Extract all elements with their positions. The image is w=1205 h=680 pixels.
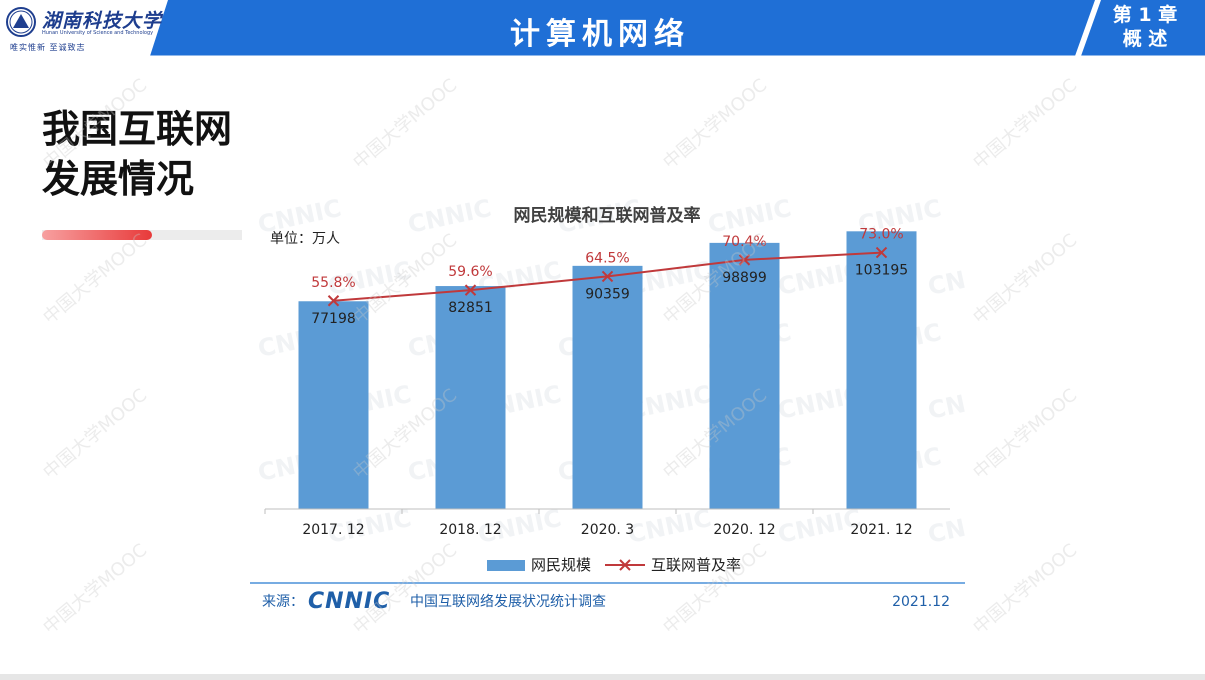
marker-stroke <box>601 270 614 283</box>
bar <box>298 301 369 509</box>
line-value-label: 73.0% <box>859 227 903 243</box>
bar-value-label: 90359 <box>585 286 630 302</box>
chart-watermark-text: CNNIC <box>925 256 965 301</box>
x-tick-label: 2020. 12 <box>713 522 775 538</box>
page-watermark-text: 中国大学MOOC <box>39 229 152 329</box>
cnnic-logo: CNNIC <box>308 589 390 614</box>
bar <box>572 265 643 509</box>
university-english-name: Hunan University of Science and Technolo… <box>42 30 154 36</box>
marker-stroke <box>464 284 477 296</box>
bar-value-label: 77198 <box>311 311 356 327</box>
bar-value-label: 82851 <box>448 300 493 316</box>
x-tick-label: 2018. 12 <box>439 522 501 538</box>
x-tick-label: 2021. 12 <box>850 522 912 538</box>
bar-value-label: 98899 <box>722 270 767 286</box>
x-ticks: 2017. 12 2018. 12 2020. 3 2020. 12 2021. 12 <box>264 509 913 538</box>
page-watermark-text: 中国大学MOOC <box>39 384 152 484</box>
chart-watermark-text: CNNIC <box>405 194 493 239</box>
page-watermark-text: 中国大学MOOC <box>969 539 1082 639</box>
chapter-label: 第 1 章 概 述 <box>1100 3 1190 51</box>
unit-label: 单位：万人 <box>270 231 340 247</box>
chart-watermark-text: CNNIC <box>925 504 965 549</box>
accent-bar <box>42 230 152 240</box>
page-watermark-text: 中国大学MOOC <box>659 74 772 174</box>
bar <box>846 231 917 509</box>
university-seal-icon <box>6 7 36 37</box>
line-value-label: 70.4% <box>722 234 766 250</box>
legend: 网民规模 互联网普及率 <box>487 556 741 574</box>
bars-group: 77198 82851 90359 98899 103195 <box>298 231 917 510</box>
legend-line-label: 互联网普及率 <box>651 556 741 574</box>
legend-bar-label: 网民规模 <box>531 556 591 574</box>
line-value-label: 64.5% <box>585 250 629 266</box>
chart-watermark-text: CNNIC <box>925 380 965 425</box>
marker-stroke <box>738 254 751 266</box>
page-watermark-text: 中国大学MOOC <box>969 229 1082 329</box>
topic-title: 我国互联网 发展情况 <box>42 104 232 204</box>
course-title: 计算机网络 <box>510 17 690 52</box>
chart-watermark-text: CNNIC <box>625 504 713 549</box>
line-value-label: 59.6% <box>448 264 492 280</box>
line-point-marker <box>464 284 477 296</box>
page-watermark-text: 中国大学MOOC <box>969 74 1082 174</box>
source-name: 中国互联网络发展状况统计调查 <box>410 594 606 610</box>
x-tick-label: 2017. 12 <box>302 522 364 538</box>
university-name: 湖南科技大学 <box>42 10 163 32</box>
header-bar: 湖南科技大学 Hunan University of Science and T… <box>0 0 1205 56</box>
line-point-marker <box>875 246 888 259</box>
x-tick-label: 2020. 3 <box>581 522 634 538</box>
legend-bar-swatch <box>487 560 525 571</box>
topic-title-line2: 发展情况 <box>42 157 195 201</box>
slide-bottom-border <box>0 674 1205 680</box>
university-motto: 唯实惟新 至诚致志 <box>10 43 86 52</box>
line-point-marker <box>738 254 751 266</box>
header-background <box>0 0 1205 56</box>
line-series-group: 55.8% 59.6% 64.5% 70.4% 73.0% <box>311 227 904 307</box>
chart-title: 网民规模和互联网普及率 <box>514 205 701 226</box>
page-watermark-text: 中国大学MOOC <box>969 384 1082 484</box>
legend-line-marker <box>619 559 631 571</box>
bar <box>709 242 780 510</box>
chapter-number: 第 1 章 <box>1112 4 1178 26</box>
source-label: 来源： <box>262 594 304 610</box>
line-value-label: 55.8% <box>311 275 355 291</box>
topic-title-line1: 我国互联网 <box>42 107 233 151</box>
chart-watermark-text: CNNIC <box>705 194 793 239</box>
page-watermark-text: 中国大学MOOC <box>39 539 152 639</box>
chart-card: CNNIC CNNIC CNNIC CNNIC CNNIC CNNIC CNNIC CNNIC… <box>250 193 965 618</box>
bar-value-label: 103195 <box>855 263 908 279</box>
source-date: 2021.12 <box>892 594 950 610</box>
line-point-marker <box>601 270 614 283</box>
bar <box>435 286 506 509</box>
marker-stroke <box>327 295 340 307</box>
line-point-marker <box>327 295 340 307</box>
university-logo: 湖南科技大学 Hunan University of Science and T… <box>4 5 161 53</box>
marker-stroke <box>875 246 888 259</box>
page-watermark-text: 中国大学MOOC <box>349 74 462 174</box>
chapter-name: 概 述 <box>1122 28 1168 50</box>
